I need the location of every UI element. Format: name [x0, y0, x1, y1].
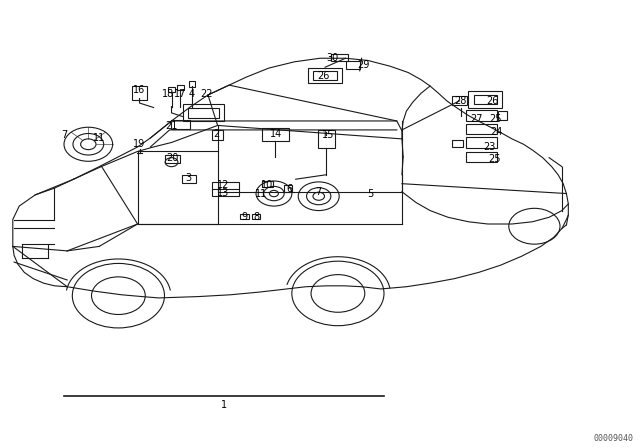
Text: 12: 12 — [216, 180, 229, 190]
Bar — [132, 86, 147, 100]
Text: 7: 7 — [316, 187, 322, 197]
Text: 15: 15 — [321, 130, 334, 140]
Bar — [188, 108, 219, 118]
Bar — [168, 87, 175, 92]
Text: 6: 6 — [286, 184, 292, 194]
Bar — [182, 175, 196, 183]
Bar — [452, 140, 463, 147]
Bar — [308, 68, 342, 83]
Bar — [466, 110, 497, 121]
Text: 25: 25 — [490, 114, 502, 124]
Text: 20: 20 — [166, 153, 179, 163]
Bar — [466, 152, 497, 162]
Text: 9: 9 — [241, 212, 248, 222]
Text: 23: 23 — [483, 142, 496, 152]
Text: 17: 17 — [174, 89, 187, 99]
Bar — [498, 111, 507, 120]
Bar — [177, 85, 184, 90]
Text: 11: 11 — [255, 189, 268, 198]
Bar — [212, 182, 239, 196]
Text: 21: 21 — [165, 121, 178, 131]
Text: 24: 24 — [490, 127, 502, 137]
Text: 14: 14 — [270, 129, 283, 139]
Bar — [318, 130, 335, 148]
Bar — [452, 96, 467, 105]
Text: 26: 26 — [317, 71, 330, 81]
Text: 13: 13 — [216, 188, 229, 198]
Bar — [466, 124, 497, 134]
Text: 7: 7 — [61, 130, 67, 140]
Bar — [212, 130, 223, 140]
Bar — [284, 185, 292, 192]
Bar — [262, 128, 289, 141]
Text: 4: 4 — [189, 89, 195, 99]
Text: 5: 5 — [367, 189, 373, 198]
Text: 25: 25 — [488, 154, 500, 164]
Text: 29: 29 — [357, 60, 370, 70]
Bar — [346, 61, 360, 69]
Text: 11: 11 — [93, 133, 106, 143]
Text: 16: 16 — [133, 85, 146, 95]
Bar — [262, 181, 273, 187]
Text: 18: 18 — [161, 89, 174, 99]
Text: 28: 28 — [454, 96, 467, 106]
Text: 30: 30 — [326, 53, 339, 63]
Text: 26: 26 — [486, 96, 499, 106]
Bar — [468, 91, 502, 108]
Bar — [313, 71, 337, 80]
Text: 1: 1 — [221, 401, 227, 410]
Text: 2: 2 — [213, 129, 220, 139]
Text: 8: 8 — [253, 212, 259, 222]
Bar — [466, 137, 497, 148]
Bar — [165, 155, 180, 163]
Bar — [331, 54, 348, 61]
Bar — [171, 120, 190, 129]
Bar — [183, 104, 224, 121]
Text: 19: 19 — [133, 139, 146, 149]
Text: 27: 27 — [470, 114, 483, 124]
Text: 22: 22 — [200, 89, 212, 99]
Bar — [474, 95, 497, 104]
Bar — [240, 214, 249, 219]
Bar — [252, 214, 260, 219]
Text: 10: 10 — [261, 180, 274, 190]
Text: 00009040: 00009040 — [594, 434, 634, 443]
Text: 3: 3 — [186, 173, 192, 183]
Bar — [189, 81, 195, 87]
